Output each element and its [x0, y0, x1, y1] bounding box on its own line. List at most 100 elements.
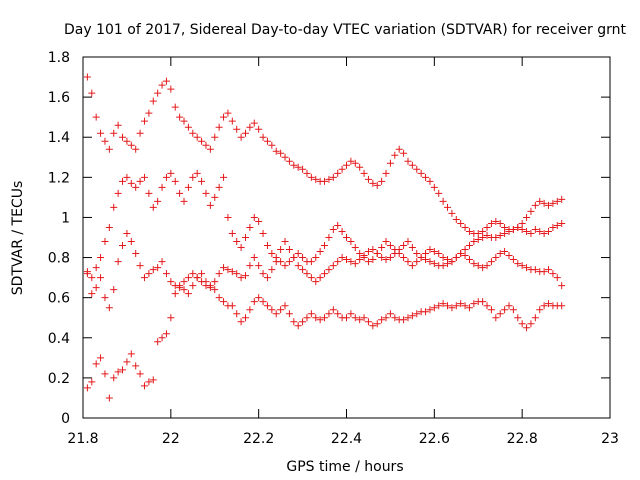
data-point-track-3 — [105, 304, 113, 312]
data-point-track-2 — [268, 250, 276, 258]
y-tick-label: 0.6 — [48, 291, 70, 307]
data-point-track-2 — [127, 179, 135, 187]
data-point-track-3 — [215, 270, 223, 278]
data-points — [83, 73, 566, 402]
data-point-track-1 — [417, 169, 425, 177]
data-point-track-1 — [558, 195, 566, 203]
data-point-track-4 — [518, 320, 526, 328]
data-point-track-1 — [294, 163, 302, 171]
data-point-track-1 — [527, 207, 535, 215]
data-point-track-3 — [154, 264, 162, 272]
data-point-track-3 — [237, 274, 245, 282]
data-point-track-4 — [439, 300, 447, 308]
data-point-track-4 — [307, 310, 315, 318]
data-point-track-1 — [167, 85, 175, 93]
data-point-track-2 — [514, 223, 522, 231]
data-point-track-3 — [123, 229, 131, 237]
data-point-track-1 — [303, 169, 311, 177]
data-point-track-1 — [364, 175, 372, 183]
data-point-track-2 — [439, 254, 447, 262]
data-point-track-1 — [272, 147, 280, 155]
data-point-track-4 — [206, 282, 214, 290]
data-point-track-3 — [351, 260, 359, 268]
data-point-track-1 — [386, 159, 394, 167]
data-point-track-3 — [360, 252, 368, 260]
data-point-track-3 — [509, 256, 517, 264]
data-point-track-2 — [527, 229, 535, 237]
data-point-track-1 — [241, 129, 249, 137]
data-point-track-2 — [536, 227, 544, 235]
data-point-track-4 — [88, 378, 96, 386]
data-point-track-3 — [88, 290, 96, 298]
data-point-track-2 — [193, 169, 201, 177]
data-point-track-1 — [452, 215, 460, 223]
data-point-track-2 — [92, 264, 100, 272]
data-point-track-3 — [303, 270, 311, 278]
data-point-track-1 — [378, 177, 386, 185]
data-point-track-3 — [531, 266, 539, 274]
data-point-track-3 — [299, 266, 307, 274]
data-point-track-4 — [501, 306, 509, 314]
data-point-track-2 — [351, 244, 359, 252]
data-point-track-1 — [439, 197, 447, 205]
data-point-track-2 — [211, 193, 219, 201]
data-point-track-2 — [338, 227, 346, 235]
data-point-track-2 — [167, 169, 175, 177]
data-point-track-1 — [448, 209, 456, 217]
data-point-track-3 — [545, 266, 553, 274]
data-point-track-4 — [435, 302, 443, 310]
data-point-track-2 — [426, 246, 434, 254]
data-point-track-1 — [228, 117, 236, 125]
data-point-track-4 — [198, 270, 206, 278]
data-point-track-3 — [259, 270, 267, 278]
data-point-track-2 — [110, 203, 118, 211]
data-point-track-1 — [162, 77, 170, 85]
data-point-track-4 — [334, 310, 342, 318]
data-point-track-4 — [316, 316, 324, 324]
data-point-track-1 — [501, 223, 509, 231]
data-point-track-2 — [162, 173, 170, 181]
data-point-track-2 — [325, 234, 333, 241]
data-point-track-1 — [215, 123, 223, 131]
data-point-track-4 — [145, 378, 153, 386]
data-point-track-4 — [479, 298, 487, 306]
data-point-track-1 — [97, 129, 105, 137]
data-point-track-3 — [167, 278, 175, 286]
data-point-track-3 — [347, 258, 355, 266]
data-point-track-4 — [413, 310, 421, 318]
data-point-track-2 — [176, 189, 184, 197]
data-point-track-2 — [215, 183, 223, 191]
x-tick-label: 22.4 — [331, 431, 362, 447]
data-point-track-3 — [448, 258, 456, 266]
data-point-track-2 — [465, 242, 473, 250]
data-point-track-3 — [158, 258, 166, 266]
data-point-track-3 — [382, 256, 390, 264]
data-point-track-3 — [338, 254, 346, 262]
data-point-track-2 — [496, 231, 504, 239]
data-point-track-3 — [369, 246, 377, 254]
data-point-track-1 — [88, 89, 96, 97]
data-point-track-1 — [312, 175, 320, 183]
data-point-track-2 — [250, 213, 258, 221]
y-axis-label: SDTVAR / TECUs — [10, 181, 26, 296]
data-point-track-1 — [180, 117, 188, 125]
data-point-track-2 — [329, 225, 337, 233]
data-point-track-4 — [162, 330, 170, 338]
data-point-track-3 — [430, 260, 438, 268]
data-point-track-4 — [558, 302, 566, 310]
data-point-track-3 — [228, 268, 236, 276]
data-point-track-4 — [171, 290, 179, 298]
data-point-track-2 — [241, 234, 249, 241]
data-point-track-2 — [316, 248, 324, 256]
data-point-track-3 — [246, 262, 254, 270]
data-point-track-2 — [312, 254, 320, 262]
data-point-track-1 — [369, 179, 377, 187]
data-point-track-2 — [408, 262, 416, 270]
data-point-track-3 — [114, 258, 122, 266]
data-point-track-1 — [307, 173, 315, 181]
data-point-track-1 — [259, 133, 267, 141]
y-tick-label: 1.2 — [48, 170, 70, 186]
data-point-track-1 — [360, 169, 368, 177]
data-point-track-4 — [400, 316, 408, 324]
data-point-track-3 — [422, 256, 430, 264]
